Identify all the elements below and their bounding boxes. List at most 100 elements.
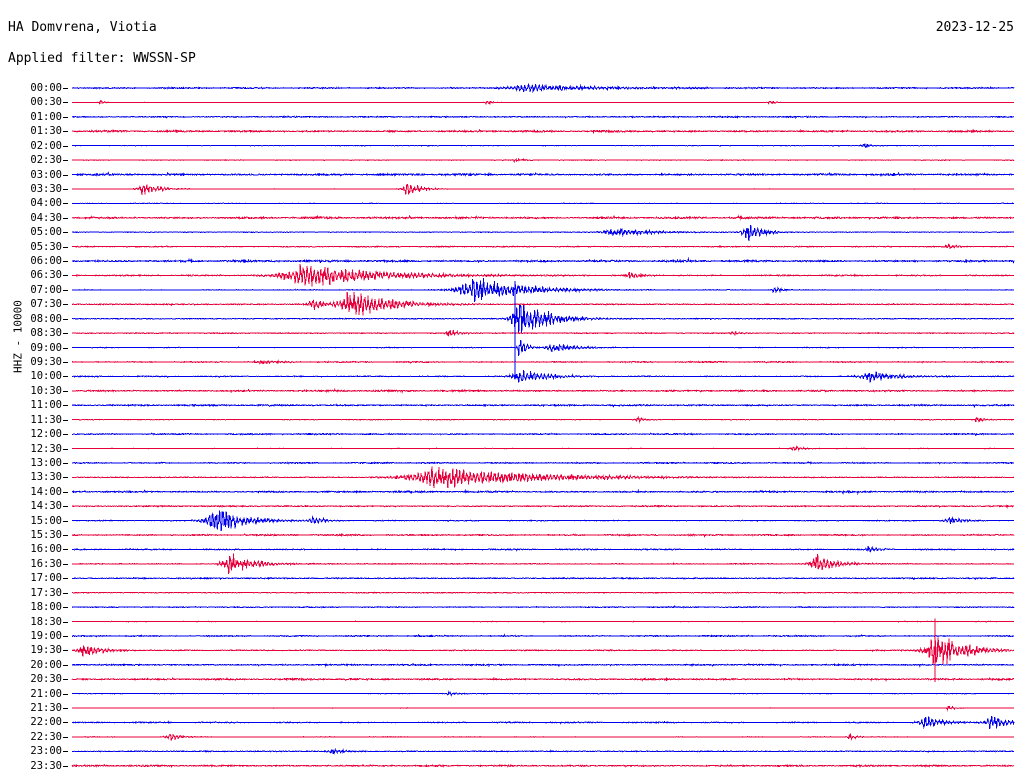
time-tick-label: 12:00 <box>30 428 62 441</box>
trace-line <box>72 533 1015 538</box>
time-tick-mark <box>63 563 68 565</box>
time-tick-mark <box>63 102 68 104</box>
time-tick-mark <box>63 145 68 147</box>
trace-line <box>71 510 1015 531</box>
time-tick-label: 14:30 <box>30 500 62 513</box>
trace-line <box>71 553 1015 574</box>
time-tick-mark <box>63 535 68 537</box>
time-tick-mark <box>63 664 68 666</box>
trace-line <box>72 82 1015 94</box>
time-tick-mark <box>63 333 68 335</box>
time-tick-label: 12:30 <box>30 442 62 455</box>
time-tick-label: 23:00 <box>30 745 62 758</box>
time-tick-mark <box>63 246 68 248</box>
time-tick-label: 04:00 <box>30 197 62 210</box>
trace-line <box>71 488 1015 496</box>
time-tick-mark <box>63 174 68 176</box>
time-tick-label: 15:30 <box>30 529 62 542</box>
trace-line <box>71 605 1015 609</box>
applied-filter-label: Applied filter: WWSSN-SP <box>8 51 196 66</box>
time-tick-label: 02:00 <box>30 139 62 152</box>
trace-line <box>71 256 1015 264</box>
time-tick-mark <box>63 217 68 219</box>
time-tick-mark <box>63 621 68 623</box>
time-tick-mark <box>63 304 68 306</box>
time-tick-label: 07:30 <box>30 298 62 311</box>
time-tick-label: 16:00 <box>30 543 62 556</box>
trace-line <box>71 748 1015 755</box>
trace-line <box>71 662 1015 668</box>
time-tick-label: 10:00 <box>30 370 62 383</box>
trace-line <box>71 128 1014 135</box>
time-tick-label: 22:30 <box>30 730 62 743</box>
time-tick-label: 00:30 <box>30 96 62 109</box>
time-tick-label: 09:30 <box>30 355 62 368</box>
trace-line <box>71 466 1015 489</box>
time-tick-mark <box>63 376 68 378</box>
trace-line <box>71 591 1015 594</box>
time-tick-label: 03:00 <box>30 168 62 181</box>
time-tick-label: 07:00 <box>30 283 62 296</box>
trace-line <box>71 690 1015 697</box>
page-title: HA Domvrena, Viotia <box>8 20 157 35</box>
trace-line <box>72 705 1015 712</box>
time-tick-mark <box>63 751 68 753</box>
trace-line <box>71 291 1015 316</box>
time-tick-label: 18:00 <box>30 601 62 614</box>
time-tick-label: 02:30 <box>30 154 62 167</box>
time-tick-label: 10:30 <box>30 384 62 397</box>
time-tick-mark <box>63 289 68 291</box>
record-date: 2023-12-25 <box>935 20 1014 35</box>
time-tick-mark <box>63 318 68 320</box>
time-tick-label: 13:30 <box>30 471 62 484</box>
time-tick-mark <box>63 261 68 263</box>
trace-line <box>71 763 1015 768</box>
time-tick-mark <box>63 275 68 277</box>
seismic-traces <box>71 82 1015 768</box>
trace-line <box>71 633 1015 638</box>
time-tick-mark <box>63 736 68 738</box>
time-tick-label: 03:30 <box>30 182 62 195</box>
trace-line <box>71 576 1015 581</box>
time-tick-label: 04:30 <box>30 211 62 224</box>
time-tick-label: 08:00 <box>30 312 62 325</box>
trace-line <box>71 184 1015 196</box>
time-tick-label: 16:30 <box>30 557 62 570</box>
time-tick-label: 06:00 <box>30 255 62 268</box>
trace-line <box>72 432 1015 437</box>
time-tick-mark <box>63 448 68 450</box>
time-tick-mark <box>63 347 68 349</box>
time-tick-mark <box>63 390 68 392</box>
time-tick-mark <box>63 88 68 89</box>
time-tick-label: 17:30 <box>30 586 62 599</box>
trace-line <box>71 716 1015 730</box>
time-tick-mark <box>63 679 68 681</box>
trace-line <box>72 143 1014 149</box>
time-tick-label: 08:30 <box>30 327 62 340</box>
trace-line <box>72 339 1015 357</box>
time-tick-mark <box>63 520 68 522</box>
time-tick-label: 23:30 <box>30 759 62 772</box>
time-tick-mark <box>63 419 68 421</box>
time-tick-label: 17:00 <box>30 572 62 585</box>
trace-line <box>71 388 1015 394</box>
trace-line <box>71 444 1015 452</box>
trace-line <box>71 460 1015 465</box>
time-tick-mark <box>63 765 68 767</box>
time-tick-mark <box>63 434 68 436</box>
trace-line <box>72 99 1015 106</box>
time-tick-mark <box>63 708 68 710</box>
time-tick-mark <box>63 188 68 190</box>
time-tick-label: 01:00 <box>30 110 62 123</box>
time-tick-label: 20:30 <box>30 673 62 686</box>
trace-line <box>71 329 1015 337</box>
time-tick-mark <box>63 203 68 205</box>
trace-line <box>71 620 1015 623</box>
time-tick-label: 09:00 <box>30 341 62 354</box>
time-tick-mark <box>63 462 68 464</box>
time-tick-mark <box>63 491 68 493</box>
trace-line <box>71 278 1015 303</box>
time-tick-mark <box>63 607 68 609</box>
time-tick-label: 15:00 <box>30 514 62 527</box>
